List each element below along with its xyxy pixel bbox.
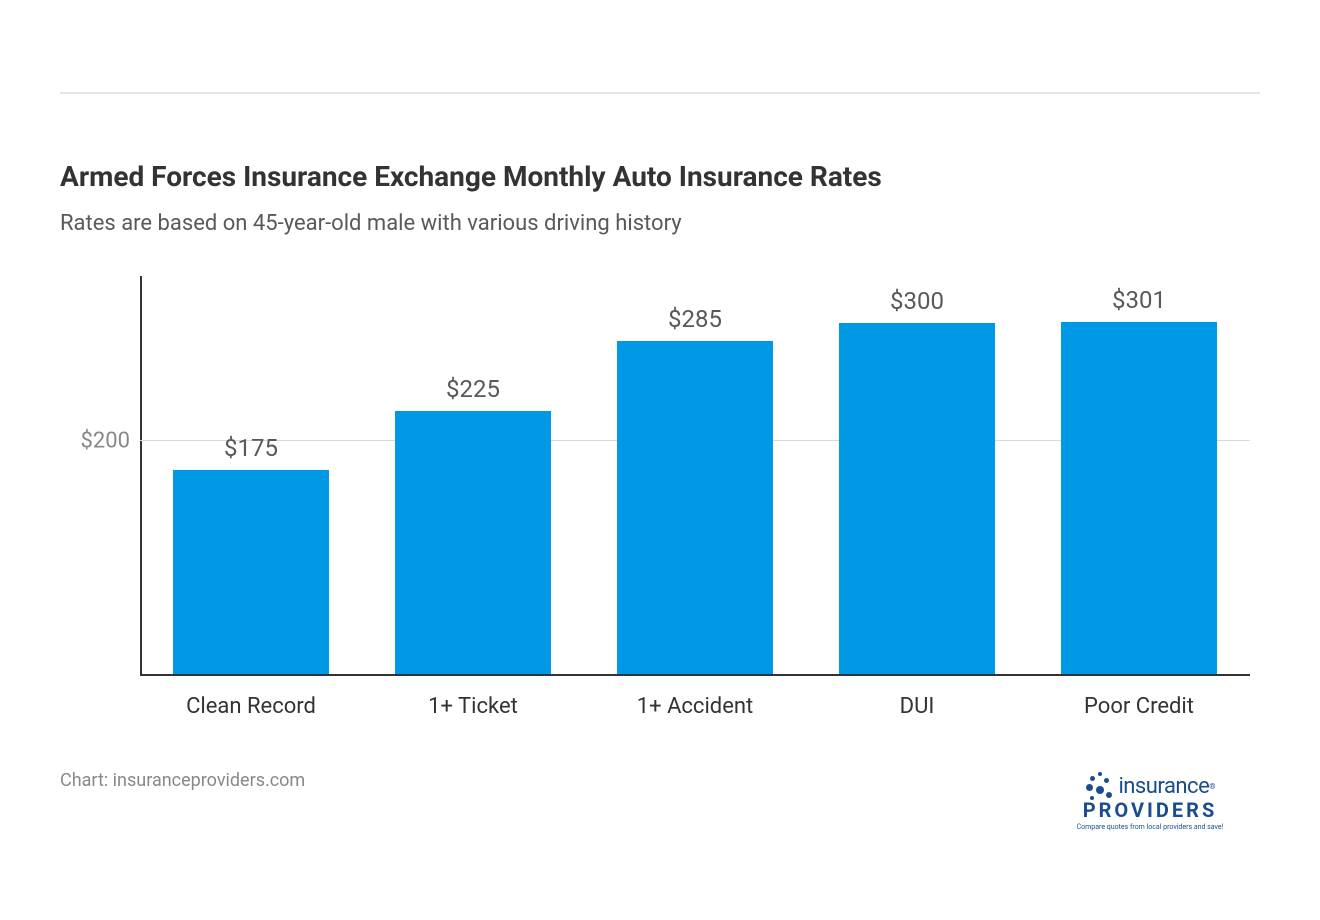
top-divider [60, 92, 1260, 94]
bar-group: $300 [806, 276, 1028, 676]
chart-title: Armed Forces Insurance Exchange Monthly … [60, 160, 1260, 193]
bars-row: $175 $225 $285 $300 $301 [140, 276, 1250, 676]
chart-source: Chart: insuranceproviders.com [60, 770, 305, 791]
bar-value-label: $175 [224, 434, 278, 462]
x-axis-label: Poor Credit [1028, 694, 1250, 719]
bar-group: $225 [362, 276, 584, 676]
chart-container: Armed Forces Insurance Exchange Monthly … [60, 160, 1260, 719]
bar [1061, 322, 1216, 676]
bar [173, 470, 328, 676]
x-axis-labels: Clean Record1+ Ticket1+ AccidentDUIPoor … [140, 694, 1250, 719]
x-axis-label: Clean Record [140, 694, 362, 719]
bar-group: $301 [1028, 276, 1250, 676]
chart-subtitle: Rates are based on 45-year-old male with… [60, 211, 1260, 236]
bar-group: $175 [140, 276, 362, 676]
plot-area: $175$225$285$300$301 $200 [140, 276, 1250, 676]
bar [395, 411, 550, 676]
bar-group: $285 [584, 276, 806, 676]
logo-word-insurance: insurance [1118, 774, 1209, 799]
x-axis-label: DUI [806, 694, 1028, 719]
footer: Chart: insuranceproviders.com insurance … [60, 770, 1260, 831]
bar-value-label: $225 [446, 375, 500, 403]
x-axis-line [140, 674, 1250, 676]
y-axis-tick-label: $200 [60, 428, 130, 453]
bar [839, 323, 994, 676]
bar [617, 341, 772, 676]
x-axis-label: 1+ Accident [584, 694, 806, 719]
provider-logo: insurance ® PROVIDERS Compare quotes fro… [1040, 770, 1260, 831]
logo-tagline: Compare quotes from local providers and … [1040, 823, 1260, 831]
x-axis-label: 1+ Ticket [362, 694, 584, 719]
bar-value-label: $300 [890, 287, 944, 315]
bar-value-label: $301 [1112, 286, 1166, 314]
bar-value-label: $285 [668, 305, 722, 333]
logo-word-providers: PROVIDERS [1040, 798, 1260, 822]
logo-registered-icon: ® [1209, 782, 1215, 791]
logo-dots-icon [1084, 770, 1116, 802]
